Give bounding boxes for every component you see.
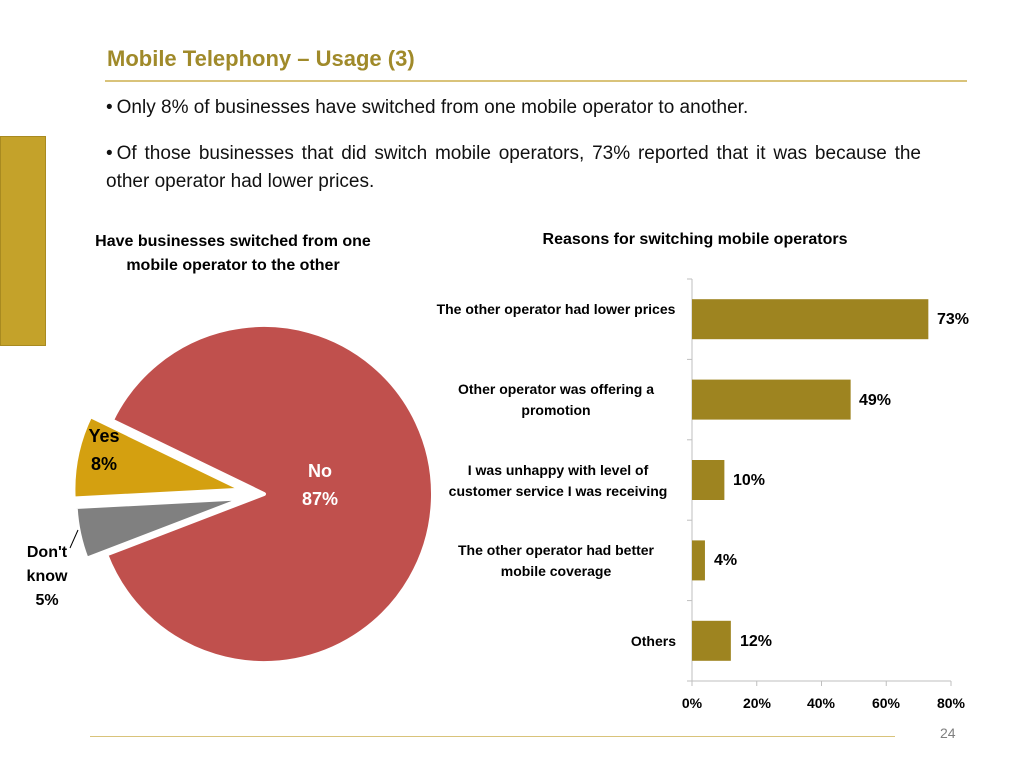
x-tick-label: 60% — [871, 695, 901, 711]
pie-slice-yes — [71, 414, 245, 501]
bar — [692, 540, 705, 581]
bar — [692, 620, 731, 661]
x-tick-label: 80% — [936, 695, 966, 711]
bullet-2-text: Of those businesses that did switch mobi… — [106, 143, 921, 192]
pie-label-no-value: 87% — [301, 489, 339, 509]
pie-label-yes-name: Yes — [88, 426, 120, 446]
bar-value-label: 4% — [714, 552, 738, 569]
bar — [692, 460, 725, 500]
title-divider — [105, 80, 967, 82]
bar-category-label: I was unhappy with level of customer ser… — [448, 462, 668, 499]
footer-divider — [90, 736, 895, 737]
pie-label-yes-value: 8% — [90, 454, 117, 474]
bar-category-label: The other operator had better mobile cov… — [457, 542, 655, 579]
page-title: Mobile Telephony – Usage (3) — [107, 46, 415, 71]
pie-label-dont-know: Don't know 5% — [14, 541, 80, 613]
bullet-dot-icon: • — [106, 143, 113, 164]
bullet-1: • Only 8% of businesses have switched fro… — [106, 94, 926, 122]
pie-label-no: No 87% — [288, 457, 352, 513]
bullet-1-text: Only 8% of businesses have switched from… — [116, 97, 749, 118]
bar-category-label: The other operator had lower prices — [436, 301, 676, 317]
page-number: 24 — [940, 725, 956, 741]
bar-value-label: 10% — [733, 472, 766, 489]
bullet-2: • Of those businesses that did switch mob… — [106, 140, 921, 196]
bullet-dot-icon: • — [106, 97, 113, 118]
bar-category-label: Other operator was offering a promotion — [457, 381, 655, 418]
pie-label-no-name: No — [308, 461, 332, 481]
bar — [692, 379, 851, 420]
pie-leader-line — [69, 529, 79, 549]
bar — [692, 299, 929, 340]
bar-value-label: 12% — [740, 633, 773, 650]
x-tick-label: 0% — [681, 695, 703, 711]
pie-label-dont-know-value: 5% — [35, 592, 59, 609]
pie-chart-title: Have businesses switched from one mobile… — [95, 233, 371, 274]
pie-slice-no — [104, 323, 435, 665]
bar-value-label: 73% — [937, 311, 970, 328]
bar-value-label: 49% — [859, 392, 892, 409]
x-tick-label: 20% — [742, 695, 772, 711]
side-accent-bar — [0, 136, 46, 346]
x-tick-label: 40% — [806, 695, 836, 711]
pie-label-dont-know-name: Don't know — [26, 544, 68, 585]
pie-slice-dont-know — [73, 496, 247, 561]
pie-label-yes: Yes 8% — [78, 422, 130, 478]
bar-category-label: Others — [630, 633, 676, 649]
bar-chart-title: Reasons for switching mobile operators — [542, 231, 848, 248]
